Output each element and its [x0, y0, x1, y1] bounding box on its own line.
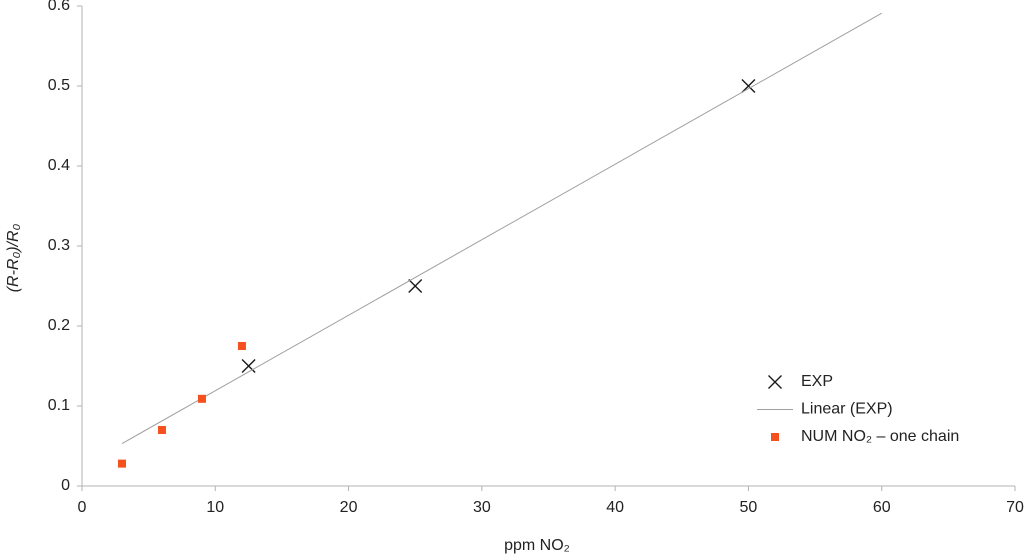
y-tick-label: 0.3: [48, 237, 70, 254]
y-tick-label: 0.2: [48, 317, 70, 334]
data-point: [408, 279, 423, 293]
y-tick-label: 0.5: [48, 77, 70, 94]
x-tick-label: 60: [873, 499, 891, 516]
x-tick-label: 0: [78, 499, 87, 516]
legend-label: NUM NO₂ – one chain: [801, 428, 959, 445]
legend-swatch: [771, 433, 779, 441]
x-tick-label: 40: [606, 499, 624, 516]
data-point: [741, 79, 756, 93]
y-tick-label: 0.4: [48, 157, 70, 174]
legend-label: Linear (EXP): [801, 401, 893, 418]
x-tick-label: 20: [340, 499, 358, 516]
data-point: [237, 342, 246, 350]
data-point: [157, 426, 166, 434]
legend-swatch: [768, 375, 782, 389]
data-point: [117, 459, 126, 468]
legend-label: EXP: [801, 373, 833, 390]
y-axis-label: (R-R₀)/R₀: [5, 223, 22, 292]
y-tick-label: 0.1: [48, 397, 70, 414]
data-point: [241, 359, 256, 373]
trend-line: [121, 12, 882, 445]
y-tick-label: 0.6: [48, 0, 70, 14]
x-tick-label: 30: [473, 499, 491, 516]
x-tick-label: 70: [1006, 499, 1024, 516]
data-point: [197, 394, 206, 403]
x-axis-label: ppm NO₂: [504, 537, 570, 554]
x-tick-label: 10: [206, 499, 224, 516]
x-tick-label: 50: [740, 499, 758, 516]
y-tick-label: 0: [61, 477, 70, 494]
